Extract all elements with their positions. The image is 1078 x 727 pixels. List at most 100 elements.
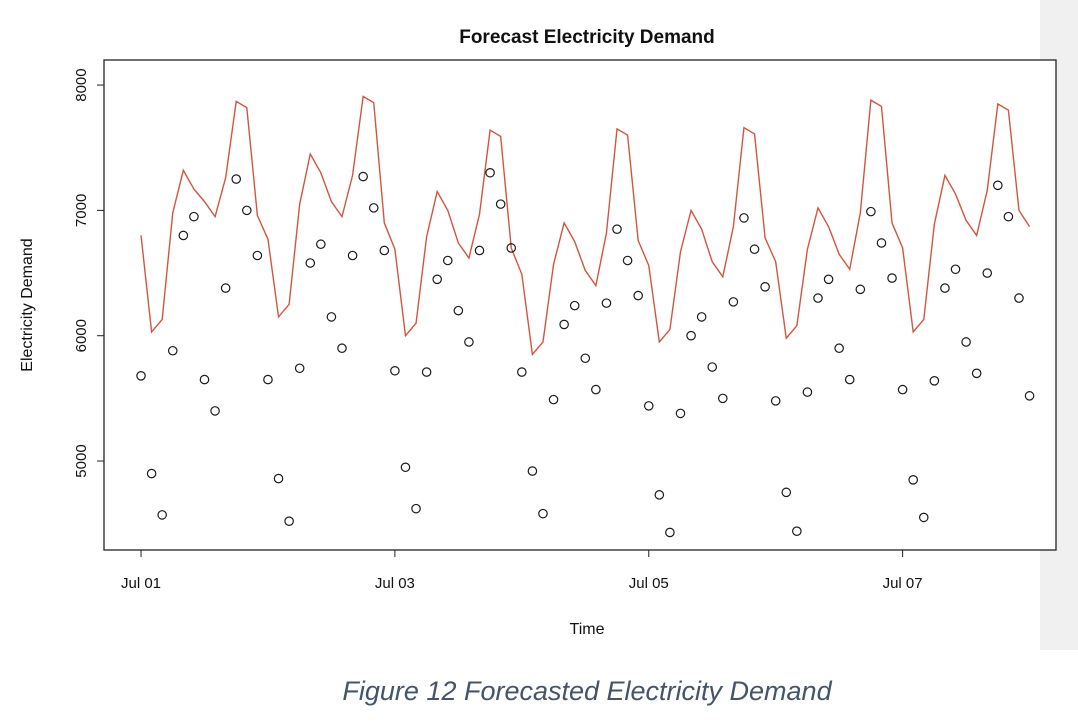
demand-point	[770, 396, 781, 406]
demand-point	[358, 171, 368, 182]
demand-point	[527, 466, 538, 476]
demand-point	[612, 224, 622, 234]
demand-point	[517, 367, 527, 377]
demand-point	[495, 199, 506, 209]
y-tick-label: 8000	[73, 68, 90, 101]
demand-point	[665, 527, 675, 538]
demand-point	[760, 282, 770, 292]
y-tick-label: 6000	[73, 319, 90, 352]
demand-point	[347, 250, 358, 261]
demand-point	[813, 293, 823, 303]
x-tick-label: Jul 01	[121, 575, 161, 592]
demand-point	[559, 319, 569, 330]
demand-point	[326, 312, 337, 322]
demand-point	[231, 174, 242, 184]
demand-point	[781, 487, 792, 498]
chart-title: Forecast Electricity Demand	[459, 27, 715, 48]
demand-point	[749, 244, 760, 255]
demand-point	[887, 273, 897, 283]
demand-point	[178, 230, 189, 241]
demand-point	[390, 365, 400, 376]
demand-point	[252, 250, 263, 261]
demand-point	[242, 205, 252, 216]
demand-point	[136, 371, 146, 381]
demand-point	[485, 167, 495, 178]
demand-point	[1014, 293, 1024, 303]
y-axis-title: Electricity Demand	[19, 238, 36, 371]
demand-point	[1024, 391, 1035, 401]
demand-point	[686, 330, 696, 341]
demand-point	[157, 510, 167, 520]
demand-point	[633, 290, 643, 301]
demand-point	[210, 406, 220, 416]
x-tick-label: Jul 03	[375, 575, 415, 592]
demand-point	[707, 362, 718, 372]
demand-point	[189, 211, 199, 222]
demand-point	[823, 274, 834, 285]
x-tick-label: Jul 05	[629, 575, 669, 592]
demand-point	[453, 305, 464, 316]
demand-point	[622, 255, 633, 266]
x-axis-title: Time	[570, 621, 605, 638]
demand-point	[199, 374, 210, 385]
demand-point	[601, 298, 612, 308]
demand-point	[379, 245, 390, 256]
demand-point	[400, 462, 411, 473]
demand-point	[284, 516, 294, 526]
demand-point	[337, 343, 347, 354]
demand-point	[538, 508, 548, 519]
demand-point	[739, 213, 749, 223]
demand-point	[316, 239, 326, 250]
demand-point	[971, 368, 982, 379]
demand-point	[876, 238, 887, 248]
demand-point	[464, 337, 474, 347]
x-tick-label: Jul 07	[883, 575, 923, 592]
forecast-line	[140, 95, 1031, 357]
demand-point	[411, 503, 421, 514]
demand-point	[950, 264, 961, 275]
demand-point	[506, 243, 517, 253]
demand-point	[866, 206, 876, 217]
demand-point	[982, 268, 993, 278]
demand-point	[432, 274, 442, 285]
demand-point	[569, 300, 580, 311]
demand-point	[717, 393, 728, 404]
demand-point	[294, 363, 305, 374]
demand-point	[591, 384, 601, 395]
demand-point	[802, 387, 813, 397]
demand-point	[728, 297, 739, 307]
plot-frame	[103, 59, 1057, 551]
demand-point	[654, 490, 665, 500]
demand-point	[548, 394, 559, 405]
demand-point	[696, 312, 707, 322]
demand-point	[273, 473, 284, 484]
y-tick-label: 7000	[73, 194, 90, 227]
demand-point	[643, 401, 654, 411]
demand-point	[675, 408, 686, 419]
demand-point	[421, 367, 432, 377]
demand-point	[908, 475, 918, 485]
demand-point	[220, 283, 231, 293]
demand-point	[792, 526, 802, 537]
demand-point	[844, 374, 855, 385]
figure-caption: Figure 12 Forecasted Electricity Demand	[342, 676, 832, 706]
demand-point	[474, 245, 485, 256]
y-tick-label: 5000	[73, 444, 90, 477]
demand-point	[368, 203, 379, 213]
demand-point	[834, 343, 844, 354]
demand-point	[305, 258, 316, 268]
demand-point	[146, 468, 157, 479]
demand-point	[897, 384, 908, 395]
demand-point	[855, 284, 866, 295]
demand-point	[442, 255, 453, 266]
demand-point	[918, 512, 929, 523]
demand-point	[167, 345, 178, 356]
demand-point	[993, 180, 1003, 191]
demand-point	[263, 374, 273, 385]
demand-point	[940, 283, 950, 293]
demand-point	[580, 353, 591, 364]
demand-point	[929, 376, 940, 386]
demand-point	[1003, 211, 1014, 222]
demand-point	[961, 337, 971, 347]
